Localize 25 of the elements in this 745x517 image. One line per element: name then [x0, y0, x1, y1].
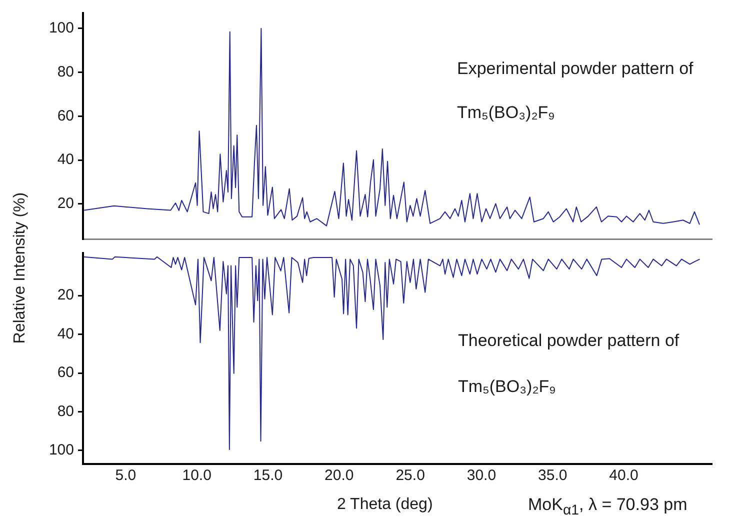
- annotation: Theoretical powder pattern of: [458, 331, 680, 350]
- y-tick-label: 80: [57, 402, 74, 420]
- x-tick-label: 30.0: [466, 467, 496, 484]
- x-tick-label: 35.0: [538, 467, 568, 484]
- y-tick-label: 40: [57, 151, 74, 168]
- x-tick-label: 10.0: [182, 467, 212, 484]
- annotation: Experimental powder pattern of: [457, 59, 694, 78]
- x-axis-title: 2 Theta (deg): [337, 496, 433, 514]
- y-tick-label: 100: [48, 442, 74, 459]
- x-tick-label: 5.0: [115, 467, 136, 484]
- x-tick-label: 25.0: [396, 467, 425, 484]
- x-tick-label: 15.0: [253, 467, 283, 484]
- annotation: Tm₅(BO₃)₂F₉: [457, 103, 555, 122]
- y-tick-label: 60: [57, 364, 74, 382]
- y-tick-label: 100: [48, 20, 74, 36]
- y-axis-title: Relative Intensity (%): [11, 192, 30, 344]
- annotation: Tm₅(BO₃)₂F₉: [458, 377, 556, 396]
- y-tick-label: 60: [57, 107, 74, 124]
- x-tick-label: 40.0: [609, 467, 638, 484]
- text: MoK$_{α1}$, λ = 70.93 pm: [528, 495, 688, 517]
- y-tick-label: 20: [57, 286, 74, 304]
- y-tick-label: 20: [57, 195, 74, 212]
- x-tick-label: 20.0: [324, 467, 354, 484]
- y-tick-label: 40: [57, 325, 74, 342]
- y-tick-label: 80: [57, 63, 74, 80]
